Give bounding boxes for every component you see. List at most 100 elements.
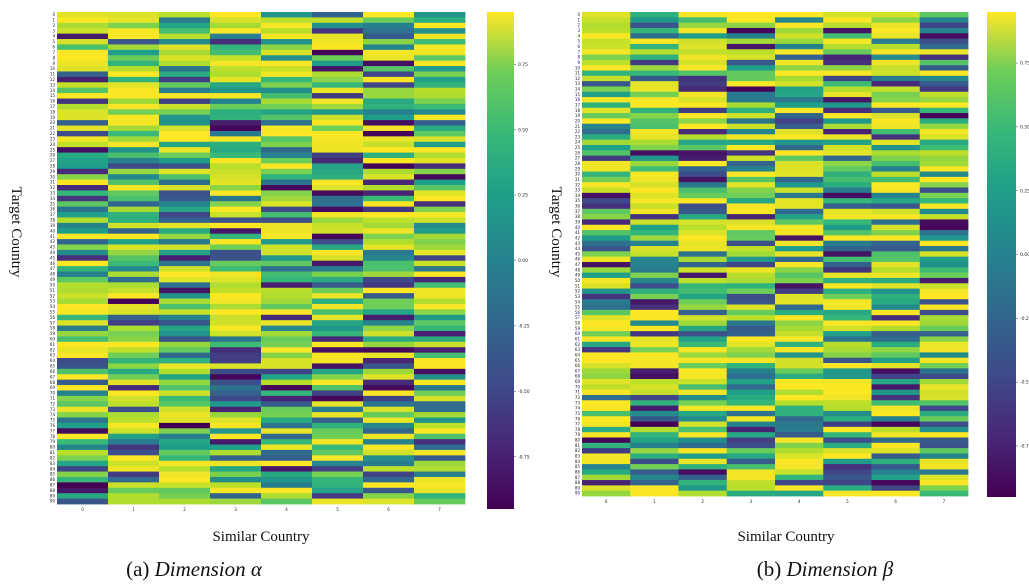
heatmap-a-cell-36-5 [312, 206, 364, 213]
heatmap-a-cell-48-4 [261, 271, 313, 278]
heatmap-a-cell-86-4 [261, 476, 313, 483]
heatmap-b-cell-26-2 [678, 150, 728, 157]
heatmap-b-cell-1-0 [582, 17, 631, 24]
heatmap-b-cell-58-4 [775, 320, 824, 327]
heatmap-b-cell-81-1 [630, 442, 679, 449]
heatmap-a-ytick-22: 22 [50, 131, 56, 136]
heatmap-a-ytick-12: 12 [50, 77, 56, 82]
heatmap-a-cell-80-2 [159, 444, 211, 451]
heatmap-a-cell-10-1 [108, 66, 160, 72]
heatmap-a-cell-26-1 [108, 152, 160, 159]
heatmap-a-ytick-34: 34 [50, 196, 56, 201]
heatmap-b-cell-67-0 [582, 368, 631, 375]
heatmap-a-cell-16-6 [363, 98, 415, 105]
heatmap-b-cell-81-7 [919, 442, 969, 449]
heatmap-b-cell-44-6 [871, 246, 921, 252]
heatmap-b-cell-14-1 [630, 86, 679, 93]
heatmap-b-cell-70-7 [919, 384, 969, 391]
heatmap-b-cell-56-7 [919, 309, 969, 316]
heatmap-a-cell-3-5 [312, 28, 364, 35]
heatmap-a-cell-56-6 [363, 314, 415, 321]
heatmap-a-cell-48-5 [312, 271, 364, 278]
heatmap-a-cell-52-0 [57, 293, 109, 299]
heatmap-a-cell-68-5 [312, 379, 364, 386]
heatmap-b-cell-71-4 [775, 389, 824, 396]
heatmap-b-cell-24-6 [871, 139, 921, 146]
heatmap-a-cell-82-1 [108, 455, 160, 462]
heatmap-a-ytick-39: 39 [50, 223, 56, 228]
heatmap-a-cell-73-2 [159, 406, 211, 413]
heatmap-a-cell-30-1 [108, 174, 160, 181]
heatmap-b-cell-67-5 [823, 368, 872, 375]
heatmap-b-cell-22-5 [823, 129, 872, 135]
heatmap-a-cell-1-1 [108, 17, 160, 24]
heatmap-a-cell-90-1 [108, 498, 160, 505]
heatmap-b-cell-78-7 [919, 426, 969, 433]
heatmap-b-cell-33-5 [823, 187, 872, 194]
heatmap-b-cell-58-7 [919, 320, 969, 327]
heatmap-a-ytick-47: 47 [50, 266, 56, 271]
heatmap-b-cell-21-5 [823, 123, 872, 130]
heatmap-a-cell-51-4 [261, 287, 313, 294]
heatmap-b-cell-85-4 [775, 464, 824, 470]
heatmap-b-ytick-53: 53 [575, 294, 581, 299]
heatmap-b-cell-26-5 [823, 150, 872, 157]
heatmap-b-cell-2-1 [630, 22, 679, 29]
heatmap-a-cell-16-3 [210, 98, 262, 105]
heatmap-b-cell-86-7 [919, 469, 969, 476]
heatmap-a-cell-11-7 [414, 71, 466, 78]
heatmap-b-cell-85-2 [678, 464, 728, 470]
heatmap-b-cell-67-6 [871, 368, 921, 375]
heatmap-b-ytick-35: 35 [575, 198, 581, 203]
heatmap-a-cell-31-5 [312, 179, 364, 186]
heatmap-b-cell-60-7 [919, 331, 969, 337]
heatmap-a-cell-12-7 [414, 76, 466, 83]
heatmap-a-cell-74-0 [57, 412, 109, 418]
heatmap-b-cell-17-3 [726, 102, 776, 109]
heatmap-b-cell-38-3 [726, 214, 776, 220]
heatmap-a-cell-35-1 [108, 201, 160, 208]
heatmap-b-cell-0-2 [678, 12, 728, 18]
heatmap-a-cell-40-0 [57, 228, 109, 235]
heatmap-a-cell-51-0 [57, 287, 109, 294]
heatmap-b-cell-13-3 [726, 81, 776, 87]
heatmap-a-cell-72-5 [312, 401, 364, 408]
heatmap-a-ytick-70: 70 [50, 391, 56, 396]
heatmap-b-cell-33-3 [726, 187, 776, 194]
heatmap-b-cell-47-2 [678, 261, 728, 268]
heatmap-b-cell-76-7 [919, 416, 969, 422]
heatmap-a-cell-34-1 [108, 195, 160, 202]
heatmap-a-cell-3-7 [414, 28, 466, 35]
heatmap-a-ytick-52: 52 [50, 293, 56, 298]
heatmap-a-cell-65-0 [57, 363, 109, 370]
heatmap-a-cell-38-2 [159, 217, 211, 224]
heatmap-b-cell-9-1 [630, 59, 679, 66]
heatmap-b-cell-61-7 [919, 336, 969, 343]
heatmap-b-cell-19-2 [678, 113, 728, 119]
heatmap-b-cell-28-1 [630, 160, 679, 167]
heatmap-b-cell-65-1 [630, 357, 679, 364]
heatmap-a-cell-71-7 [414, 395, 466, 402]
heatmap-b-cell-76-5 [823, 416, 872, 422]
heatmap-b-cell-21-2 [678, 123, 728, 130]
heatmap-b-ytick-37: 37 [575, 209, 581, 214]
heatmap-b-cell-6-1 [630, 43, 679, 50]
heatmap-a-cell-35-4 [261, 201, 313, 208]
heatmap-a-cell-58-5 [312, 325, 364, 332]
heatmap-a-cell-29-5 [312, 168, 364, 175]
heatmap-a-cell-76-6 [363, 422, 415, 429]
heatmap-b-cell-85-1 [630, 464, 679, 470]
heatmap-b-cell-18-6 [871, 107, 921, 114]
heatmap-b-cell-37-2 [678, 208, 728, 215]
heatmap-b-cell-74-0 [582, 405, 631, 412]
heatmap-a-ytick-82: 82 [50, 455, 56, 460]
heatmap-b-cell-83-1 [630, 453, 679, 460]
heatmap-a-cell-79-6 [363, 439, 415, 445]
heatmap-b-cell-59-7 [919, 325, 969, 332]
heatmap-a-cell-89-0 [57, 493, 109, 499]
heatmap-b-cell-15-0 [582, 91, 631, 98]
heatmap-b-cell-20-7 [919, 118, 969, 125]
heatmap-b-cell-52-1 [630, 288, 679, 295]
heatmap-a-ytick-28: 28 [50, 163, 56, 168]
heatmap-a-cell-2-1 [108, 22, 160, 29]
